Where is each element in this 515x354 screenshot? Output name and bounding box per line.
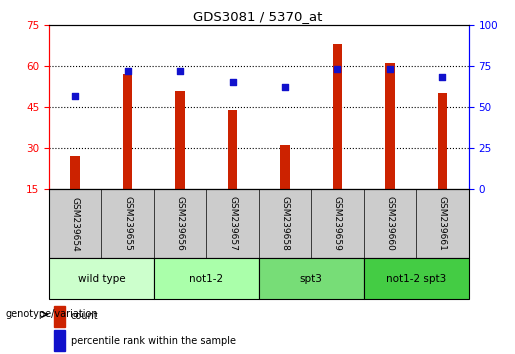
Bar <box>154 258 259 299</box>
Text: GSM239656: GSM239656 <box>176 196 184 251</box>
Bar <box>123 74 132 189</box>
Point <box>229 80 237 85</box>
Text: GSM239659: GSM239659 <box>333 196 342 251</box>
Bar <box>49 258 154 299</box>
Text: GSM239657: GSM239657 <box>228 196 237 251</box>
Point <box>386 67 394 72</box>
Text: GSM239661: GSM239661 <box>438 196 447 251</box>
Text: GSM239660: GSM239660 <box>385 196 394 251</box>
Bar <box>54 306 65 326</box>
Bar <box>280 145 290 189</box>
Bar <box>54 330 65 351</box>
Text: count: count <box>71 311 98 321</box>
Text: GSM239658: GSM239658 <box>281 196 289 251</box>
Point <box>281 85 289 90</box>
Bar <box>364 258 469 299</box>
Bar <box>259 258 364 299</box>
Text: wild type: wild type <box>78 274 125 284</box>
Point <box>71 93 79 98</box>
Bar <box>228 110 237 189</box>
Text: not1-2 spt3: not1-2 spt3 <box>386 274 447 284</box>
Point <box>124 68 132 74</box>
Bar <box>333 44 342 189</box>
Bar <box>176 91 185 189</box>
Point <box>333 67 341 72</box>
Text: GSM239655: GSM239655 <box>123 196 132 251</box>
Text: genotype/variation: genotype/variation <box>5 309 98 320</box>
Point <box>176 68 184 74</box>
Bar <box>71 156 80 189</box>
Bar <box>385 63 394 189</box>
Bar <box>438 93 447 189</box>
Point <box>438 75 447 80</box>
Text: percentile rank within the sample: percentile rank within the sample <box>71 336 235 346</box>
Text: GSM239654: GSM239654 <box>71 196 80 251</box>
Text: GDS3081 / 5370_at: GDS3081 / 5370_at <box>193 10 322 23</box>
Text: not1-2: not1-2 <box>189 274 224 284</box>
Text: spt3: spt3 <box>300 274 323 284</box>
